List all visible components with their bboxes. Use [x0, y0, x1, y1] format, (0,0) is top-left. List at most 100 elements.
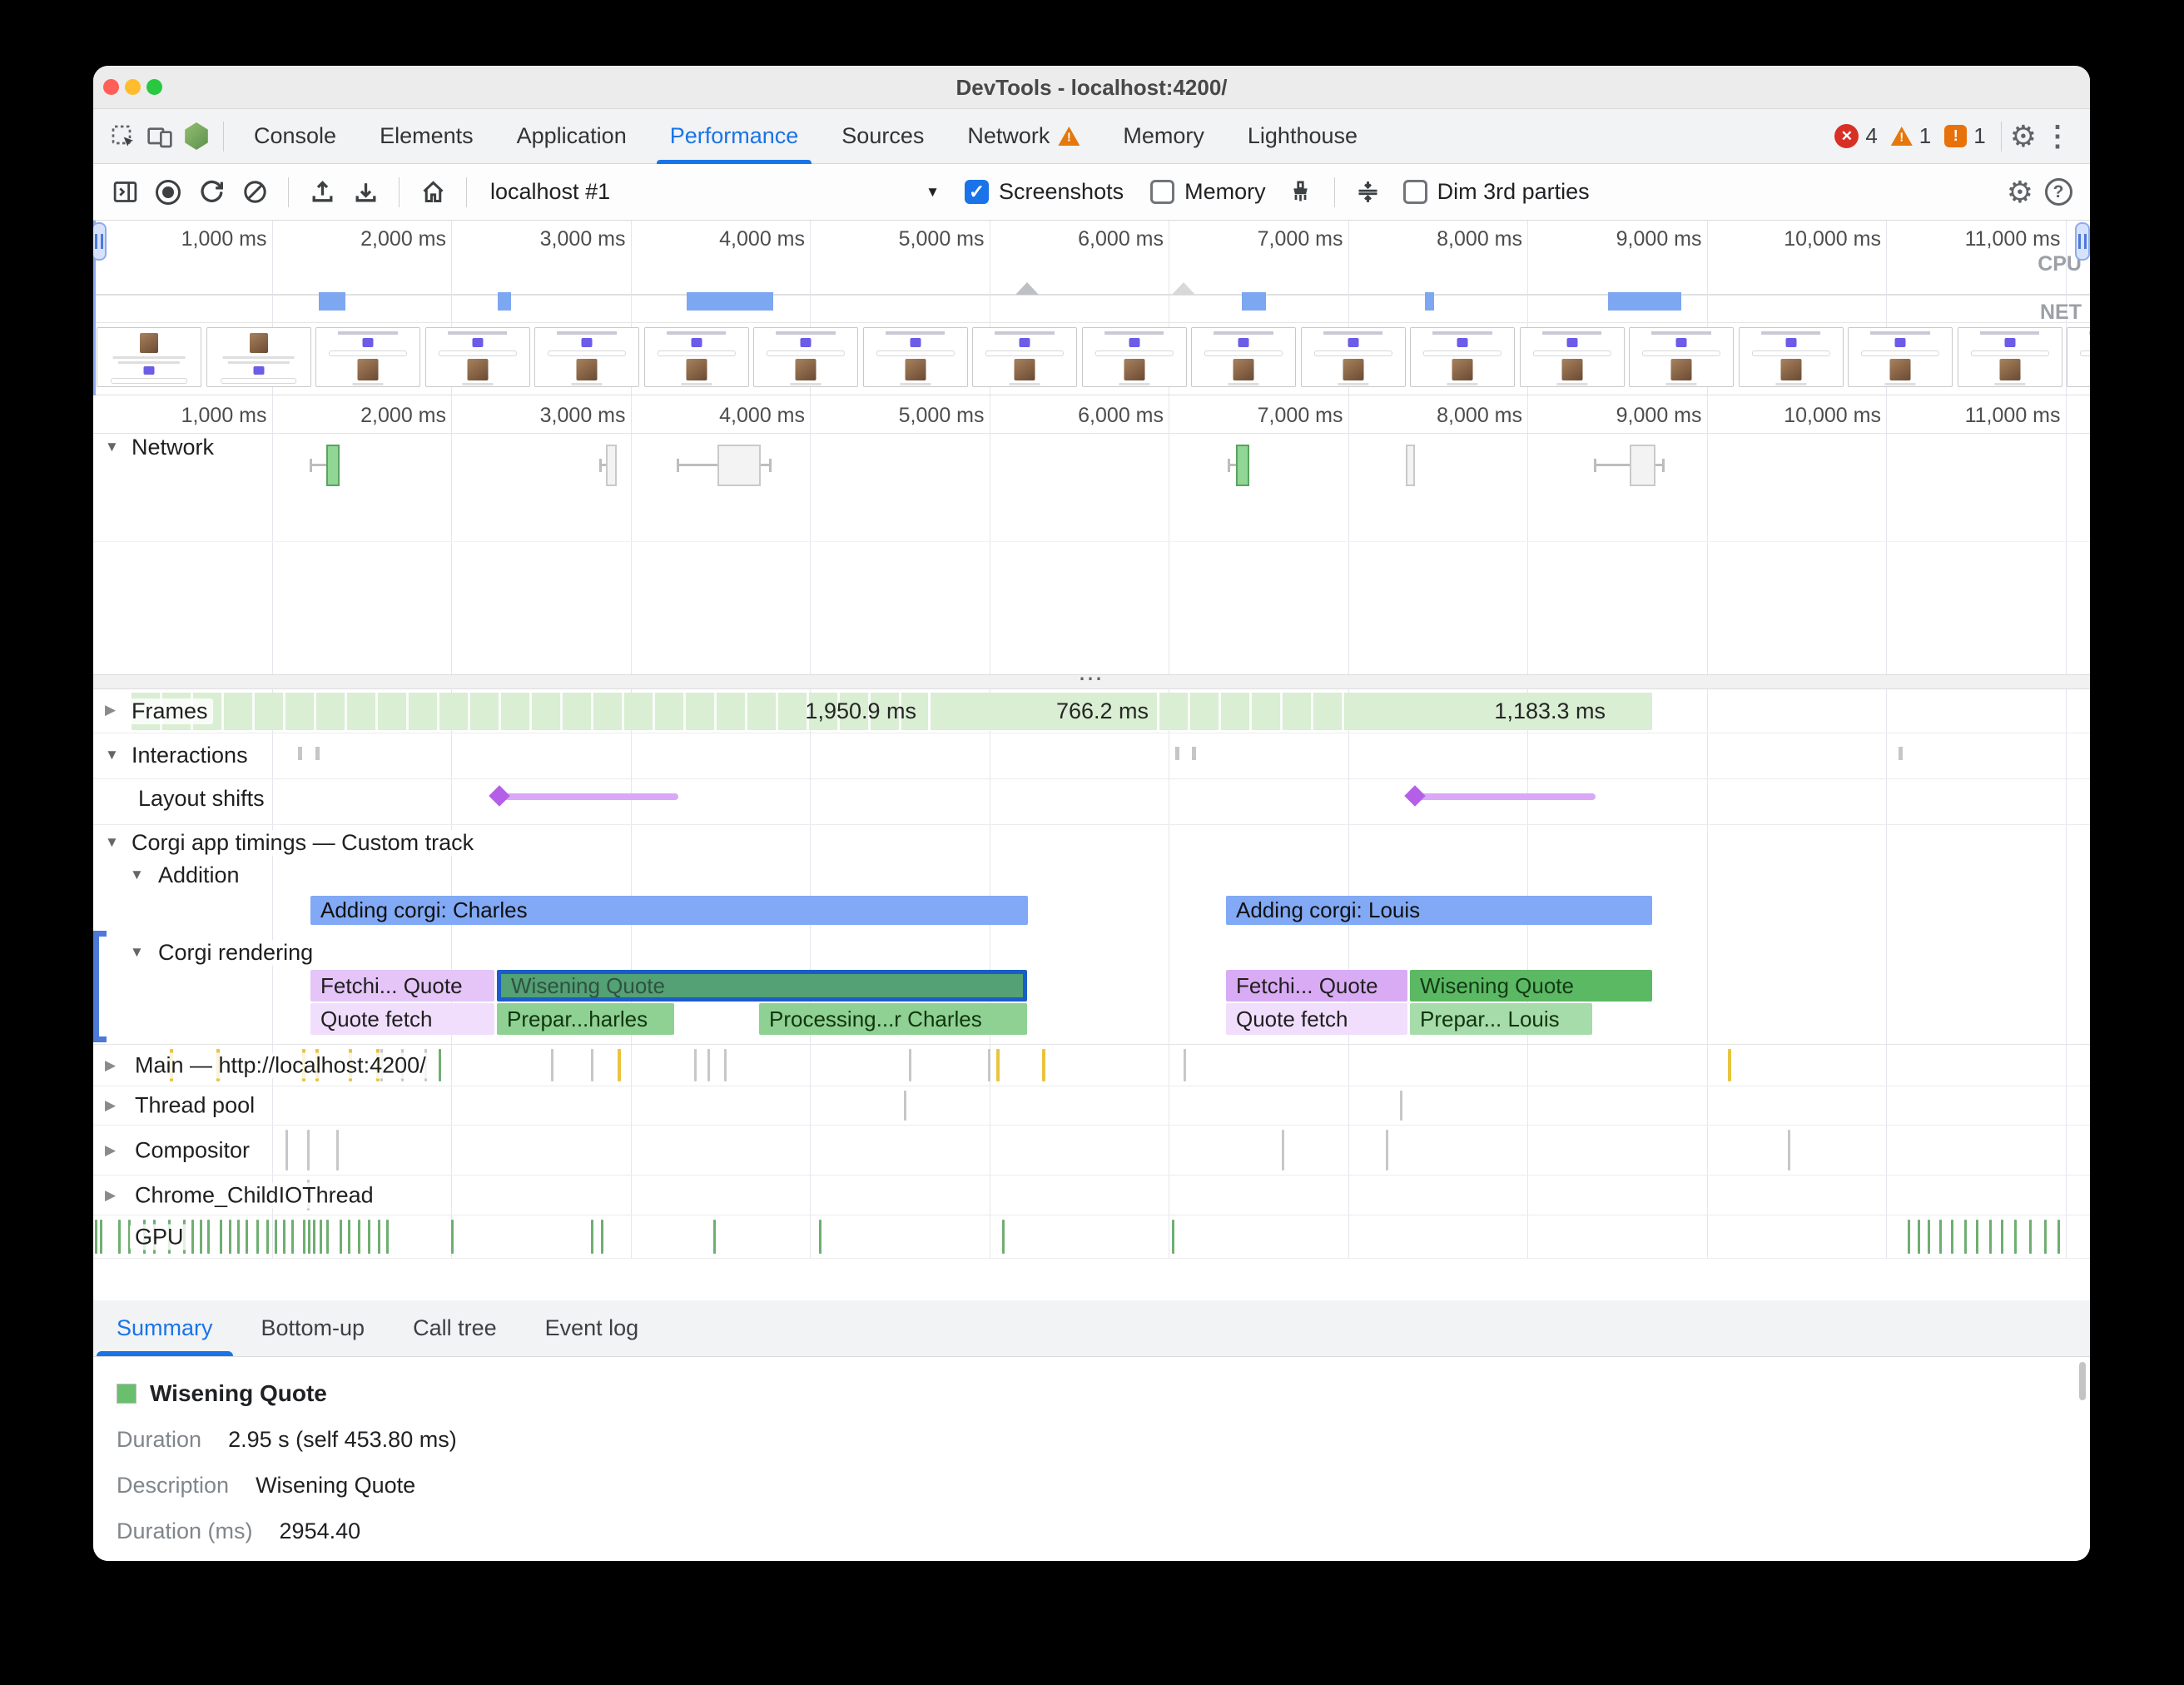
thread-expand-arrow[interactable]: ▶	[105, 1141, 117, 1158]
addition-collapse-arrow[interactable]: ▼	[130, 867, 144, 882]
details-tab-summary[interactable]: Summary	[97, 1300, 232, 1356]
thread-label[interactable]: Thread pool	[130, 1092, 261, 1119]
home-icon[interactable]	[414, 174, 451, 211]
custom-track-bar-quote-fetch[interactable]: Quote fetch	[1226, 1003, 1407, 1035]
filmstrip-screenshot[interactable]	[1848, 327, 1953, 387]
thread-expand-arrow[interactable]: ▶	[105, 1056, 117, 1073]
corgi-rendering-group-label[interactable]: Corgi rendering	[153, 940, 319, 966]
filmstrip-screenshot[interactable]	[1629, 327, 1734, 387]
collapse-tracks-icon[interactable]	[1350, 174, 1387, 211]
frame-segment[interactable]: 1,183.3 ms	[1159, 693, 1652, 730]
network-collapse-arrow[interactable]: ▼	[105, 439, 119, 455]
network-track-label[interactable]: Network	[127, 435, 220, 460]
filmstrip-screenshot[interactable]	[97, 327, 201, 387]
interaction-mark[interactable]	[1175, 747, 1179, 760]
inspect-element-icon[interactable]	[105, 118, 141, 155]
issues-icon[interactable]: !	[1944, 125, 1968, 147]
custom-track-bar-prepar-harles[interactable]: Prepar...harles	[497, 1003, 674, 1035]
interaction-mark[interactable]	[1899, 747, 1903, 760]
warnings-icon[interactable]	[1890, 127, 1913, 146]
frame-segment[interactable]: 766.2 ms	[931, 693, 1157, 730]
filmstrip-screenshot[interactable]	[643, 327, 749, 387]
filmstrip-screenshot[interactable]	[1081, 327, 1187, 387]
layout-shifts-track-label[interactable]: Layout shifts	[133, 786, 270, 812]
network-request[interactable]	[1236, 445, 1249, 486]
filmstrip-screenshot[interactable]	[1957, 327, 2062, 387]
filmstrip-screenshot[interactable]	[972, 327, 1077, 387]
record-button[interactable]	[150, 174, 186, 211]
thread-label[interactable]: Main — http://localhost:4200/	[130, 1052, 431, 1078]
frames-track-label[interactable]: Frames	[127, 698, 213, 724]
filmstrip-screenshot[interactable]	[424, 327, 530, 387]
pane-resize-handle[interactable]: ⋯	[93, 667, 2090, 692]
filmstrip-screenshot[interactable]	[534, 327, 639, 387]
download-profile-icon[interactable]	[347, 174, 384, 211]
tab-console[interactable]: Console	[232, 109, 358, 164]
filmstrip-screenshot[interactable]	[206, 327, 311, 387]
dim-3rd-parties-checkbox[interactable]	[1402, 180, 1427, 204]
thread-label[interactable]: Compositor	[130, 1137, 256, 1163]
clear-button[interactable]	[236, 174, 273, 211]
close-button[interactable]	[103, 79, 119, 95]
thread-label[interactable]: Chrome_ChildIOThread	[130, 1182, 379, 1208]
filmstrip-screenshot[interactable]	[1410, 327, 1515, 387]
interaction-mark[interactable]	[298, 747, 302, 760]
reload-and-record-button[interactable]	[193, 174, 230, 211]
tab-lighthouse[interactable]: Lighthouse	[1226, 109, 1379, 164]
device-toolbar-icon[interactable]	[141, 118, 178, 155]
filmstrip-screenshot[interactable]	[2067, 327, 2090, 387]
tab-network[interactable]: Network	[946, 109, 1101, 164]
custom-track-bar-adding-corgi-louis[interactable]: Adding corgi: Louis	[1226, 896, 1652, 925]
upload-profile-icon[interactable]	[304, 174, 340, 211]
screenshots-checkbox[interactable]: ✓	[965, 180, 989, 204]
overview-left-handle[interactable]	[93, 222, 107, 261]
layout-shift-diamond[interactable]	[489, 785, 510, 807]
tab-memory[interactable]: Memory	[1101, 109, 1226, 164]
custom-track-bar-fetchi-quote[interactable]: Fetchi... Quote	[310, 970, 494, 1002]
settings-gear-icon[interactable]: ⚙	[2009, 118, 2037, 153]
tab-sources[interactable]: Sources	[820, 109, 946, 164]
network-request[interactable]	[1630, 445, 1655, 486]
custom-track-bar-prepar-louis[interactable]: Prepar... Louis	[1410, 1003, 1592, 1035]
filmstrip-screenshot[interactable]	[862, 327, 968, 387]
corgi-rendering-collapse-arrow[interactable]: ▼	[130, 944, 144, 960]
layout-shift-diamond[interactable]	[1404, 785, 1426, 807]
thread-label[interactable]: GPU	[130, 1224, 189, 1250]
filmstrip-screenshot[interactable]	[1738, 327, 1844, 387]
zoom-button[interactable]	[146, 79, 162, 95]
corgi-track-collapse-arrow[interactable]: ▼	[105, 834, 119, 850]
frame-segment[interactable]: 1,950.9 ms	[132, 693, 928, 730]
dim-3rd-parties-checkbox-row[interactable]: Dim 3rd parties	[1402, 179, 1590, 205]
layout-shift-line[interactable]	[1415, 793, 1596, 800]
memory-checkbox[interactable]	[1150, 180, 1175, 204]
network-request[interactable]	[717, 445, 761, 486]
custom-track-bar-wisening-quote[interactable]: Wisening Quote	[1410, 970, 1652, 1002]
capture-settings-gear-icon[interactable]: ⚙	[2006, 174, 2033, 209]
history-dropdown[interactable]: localhost #1 ▼	[482, 179, 948, 205]
filmstrip-screenshot[interactable]	[1519, 327, 1625, 387]
network-request[interactable]	[326, 445, 340, 486]
overview-right-handle[interactable]	[2075, 222, 2090, 261]
garbage-collect-icon[interactable]	[1283, 174, 1319, 211]
errors-icon[interactable]: ✕	[1834, 124, 1859, 148]
details-tab-call-tree[interactable]: Call tree	[413, 1315, 497, 1340]
summary-scrollbar[interactable]	[2079, 1362, 2086, 1400]
filmstrip-screenshot[interactable]	[1191, 327, 1296, 387]
thread-expand-arrow[interactable]: ▶	[105, 1097, 117, 1113]
tab-elements[interactable]: Elements	[358, 109, 495, 164]
network-request[interactable]	[606, 445, 617, 486]
layout-shift-line[interactable]	[499, 793, 678, 800]
tab-performance[interactable]: Performance	[648, 109, 821, 164]
interaction-mark[interactable]	[1192, 747, 1196, 760]
details-tab-bottom-up[interactable]: Bottom-up	[261, 1315, 365, 1340]
screenshots-checkbox-row[interactable]: ✓ Screenshots	[965, 179, 1124, 205]
filmstrip-screenshot[interactable]	[315, 327, 420, 387]
memory-checkbox-row[interactable]: Memory	[1150, 179, 1266, 205]
extension-hexagon-icon[interactable]	[178, 118, 215, 155]
custom-track-bar-adding-corgi-charles[interactable]: Adding corgi: Charles	[310, 896, 1028, 925]
custom-track-bar-processing-r-charles[interactable]: Processing...r Charles	[759, 1003, 1027, 1035]
custom-track-bar-quote-fetch[interactable]: Quote fetch	[310, 1003, 494, 1035]
corgi-track-label[interactable]: Corgi app timings — Custom track	[127, 830, 479, 856]
dock-side-icon[interactable]	[107, 174, 143, 211]
tab-application[interactable]: Application	[495, 109, 648, 164]
